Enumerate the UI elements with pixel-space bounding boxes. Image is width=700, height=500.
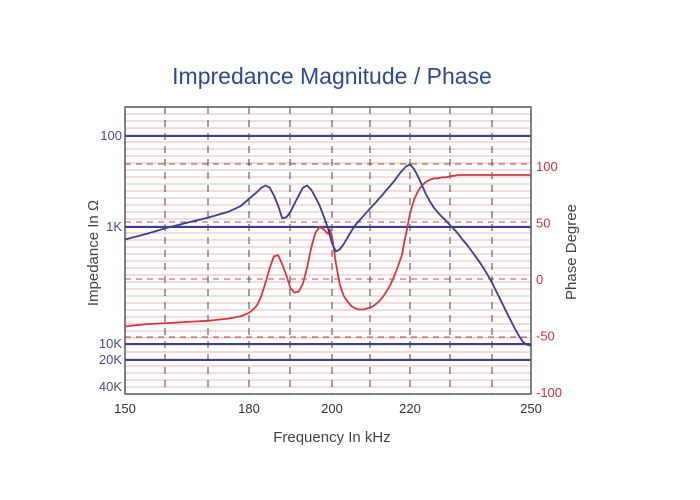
right-tick-label: 0 xyxy=(536,272,543,287)
x-tick-label: 220 xyxy=(399,401,421,416)
phase-series-line xyxy=(124,174,531,328)
right-tick-label: -50 xyxy=(536,329,555,344)
x-tick-label: 150 xyxy=(114,401,136,416)
x-axis-label: Frequency In kHz xyxy=(273,429,391,446)
right-tick-label: -100 xyxy=(536,385,562,400)
x-tick-label: 200 xyxy=(321,401,343,416)
left-tick-label: 100 xyxy=(100,128,122,143)
right-axis-label: Phase Degree xyxy=(563,204,580,300)
grid-group xyxy=(124,106,532,395)
left-tick-label: 40K xyxy=(99,379,122,394)
left-tick-label: 1K xyxy=(106,219,122,234)
left-axis-label: Impedance In Ω xyxy=(85,200,102,306)
left-tick-label: 20K xyxy=(99,352,122,367)
right-tick-label: 100 xyxy=(536,159,558,174)
plot-frame xyxy=(124,106,532,395)
right-tick-label: 50 xyxy=(536,216,550,231)
chart-title: Impredance Magnitude / Phase xyxy=(172,63,492,89)
x-tick-label: 250 xyxy=(520,401,542,416)
left-tick-label: 10K xyxy=(99,336,122,351)
impedance-series-line xyxy=(124,163,532,347)
x-tick-label: 180 xyxy=(238,401,260,416)
